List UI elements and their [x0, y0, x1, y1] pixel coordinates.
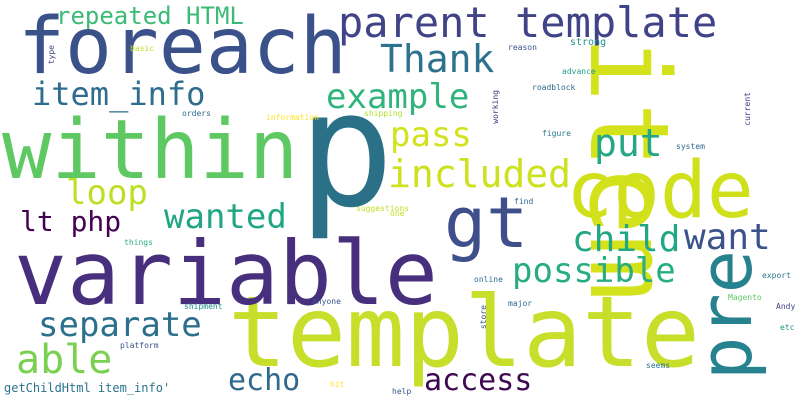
word-things: things — [124, 238, 153, 247]
word-example: example — [326, 77, 470, 117]
word-lt-php: lt php — [20, 205, 122, 238]
word-seems: seems — [646, 361, 671, 370]
word-shipment: shipment — [184, 302, 223, 311]
word-loop: loop — [66, 173, 148, 213]
word-reason: reason — [508, 43, 537, 52]
word-pass: pass — [390, 115, 472, 155]
word-export: export — [762, 271, 791, 280]
word-find: find — [514, 197, 534, 206]
word-variable: variable — [14, 222, 438, 325]
word-roadblock: roadblock — [532, 83, 576, 92]
word-thank: Thank — [380, 37, 495, 81]
word-echo: echo — [228, 363, 301, 398]
word-orders: orders — [182, 109, 211, 118]
word-major: major — [508, 299, 533, 308]
word-andy: Andy — [776, 302, 796, 311]
word-foreach: foreach — [18, 2, 347, 92]
word-one: one — [390, 209, 405, 218]
word-parent-template: parent template — [338, 0, 718, 47]
word-item: item — [565, 36, 693, 301]
word-system: system — [676, 142, 705, 151]
word-want: want — [684, 217, 771, 258]
word-basic: basic — [130, 44, 155, 53]
word-platform: platform — [120, 341, 159, 350]
word-access: access — [424, 363, 533, 398]
word-strong: strong — [570, 37, 607, 48]
word-item-info: item_info — [32, 75, 206, 113]
word-p: p — [298, 56, 395, 243]
word-template: template — [228, 276, 701, 390]
word-working: working — [491, 90, 500, 124]
word-information: information — [266, 113, 319, 122]
word-etc: etc — [780, 323, 795, 332]
word-help: help — [392, 387, 412, 396]
word-figure: figure — [542, 129, 571, 138]
word-getchildhtml-item-info: getChildHtml item_info' — [4, 381, 171, 395]
word-within: within — [2, 103, 299, 198]
word-type: type — [47, 45, 56, 65]
word-store: store — [479, 305, 488, 330]
word-possible: possible — [512, 251, 676, 291]
word-magento: Magento — [728, 293, 762, 302]
word-hit: hit — [330, 380, 345, 389]
word-repeated-html: repeated HTML — [56, 2, 244, 30]
word-anyone: anyone — [312, 297, 341, 306]
word-advance: advance — [562, 67, 596, 76]
word-pre: pre — [684, 250, 768, 381]
word-code: code — [566, 146, 754, 236]
word-wanted: wanted — [164, 197, 287, 237]
word-child: child — [572, 219, 681, 260]
word-separate: separate — [38, 305, 202, 345]
word-included: included — [388, 152, 572, 196]
word-shipping: shipping — [364, 109, 403, 118]
word-gt: gt — [444, 182, 529, 264]
word-put: put — [594, 121, 663, 165]
word-online: online — [474, 275, 503, 284]
word-able: able — [16, 337, 113, 383]
word-suggestions: suggestions — [356, 204, 409, 213]
word-current: current — [743, 92, 752, 126]
